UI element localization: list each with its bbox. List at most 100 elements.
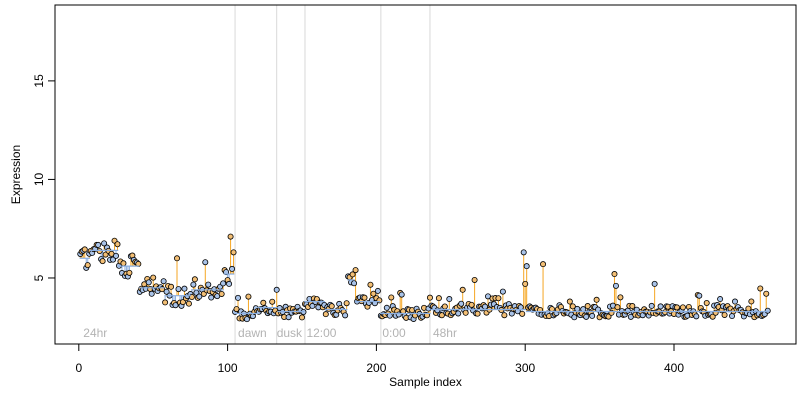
data-point-264	[468, 301, 475, 308]
data-point-74	[185, 300, 192, 307]
x-tick-label-300: 300	[515, 361, 535, 375]
data-point-431	[717, 296, 724, 303]
data-point-180	[343, 300, 350, 307]
data-point-6	[84, 262, 91, 269]
point-layer	[77, 233, 771, 323]
group-label-4: 0:00	[382, 326, 406, 340]
group-label-0: 24hr	[83, 326, 107, 340]
data-point-13	[95, 241, 102, 248]
data-point-298	[519, 310, 526, 317]
data-point-362	[614, 304, 621, 311]
data-point-114	[245, 293, 252, 300]
data-point-192	[361, 294, 368, 301]
data-point-242	[435, 295, 442, 302]
data-point-361	[612, 282, 619, 289]
data-point-201	[374, 287, 381, 294]
data-point-65	[172, 302, 179, 309]
data-point-150	[298, 314, 305, 321]
data-point-50	[150, 274, 157, 281]
data-point-71	[181, 285, 188, 292]
data-point-260	[462, 309, 469, 316]
data-point-67	[175, 286, 182, 293]
data-point-333	[571, 314, 578, 321]
data-point-426	[709, 313, 716, 320]
data-point-16	[99, 258, 106, 265]
data-point-130	[269, 298, 276, 305]
data-point-124	[260, 299, 267, 306]
data-point-452	[748, 298, 755, 305]
data-point-25	[113, 252, 120, 259]
data-point-462	[763, 290, 770, 297]
data-point-301	[523, 263, 530, 270]
data-point-103	[229, 265, 236, 272]
data-point-62	[168, 283, 175, 290]
data-point-89	[208, 294, 215, 301]
x-tick-label-400: 400	[664, 361, 684, 375]
data-point-266	[471, 276, 478, 283]
data-point-345	[589, 312, 596, 319]
data-point-458	[757, 285, 764, 292]
group-label-5: 48hr	[433, 326, 457, 340]
data-point-101	[226, 280, 233, 287]
data-point-26	[114, 241, 121, 248]
data-point-34	[126, 269, 133, 276]
data-point-387	[651, 280, 658, 287]
data-point-342	[584, 303, 591, 310]
y-tick-label-15: 15	[32, 74, 46, 88]
data-point-236	[426, 294, 433, 301]
data-point-97	[220, 280, 227, 287]
data-point-113	[243, 316, 250, 323]
data-point-434	[721, 311, 728, 318]
data-point-185	[351, 280, 358, 287]
data-point-422	[703, 299, 710, 306]
data-point-85	[202, 259, 209, 266]
group-label-2: dusk	[277, 326, 303, 340]
data-point-157	[309, 302, 316, 309]
data-point-210	[388, 294, 395, 301]
data-point-104	[230, 249, 237, 256]
group-label-1: dawn	[238, 326, 267, 340]
data-point-207	[383, 304, 390, 311]
data-point-14	[96, 248, 103, 255]
data-point-406	[679, 304, 686, 311]
data-point-385	[648, 302, 655, 309]
data-point-364	[617, 294, 624, 301]
data-point-30	[120, 260, 127, 267]
data-point-335	[574, 305, 581, 312]
data-point-257	[458, 300, 465, 307]
data-point-299	[520, 249, 527, 256]
data-point-96	[218, 290, 225, 297]
data-point-268	[474, 310, 481, 317]
data-point-330	[566, 298, 573, 305]
data-point-249	[446, 296, 453, 303]
data-point-196	[367, 281, 374, 288]
data-point-87	[205, 281, 212, 288]
data-point-184	[349, 271, 356, 278]
data-point-99	[223, 269, 230, 276]
y-tick-label-5: 5	[32, 274, 46, 281]
x-axis-title: Sample index	[389, 375, 462, 389]
data-point-170	[328, 303, 335, 310]
x-tick-label-200: 200	[366, 361, 386, 375]
x-tick-label-100: 100	[218, 361, 238, 375]
y-tick-label-10: 10	[32, 172, 46, 186]
group-label-3: 12:00	[306, 326, 336, 340]
data-point-300	[522, 280, 529, 287]
data-point-4	[81, 246, 88, 253]
data-point-356	[605, 313, 612, 320]
data-point-246	[441, 303, 448, 310]
data-point-198	[370, 290, 377, 297]
data-point-217	[398, 291, 405, 298]
data-point-372	[629, 303, 636, 310]
data-point-450	[745, 305, 752, 312]
data-point-77	[190, 281, 197, 288]
data-point-360	[611, 271, 618, 278]
data-point-59	[163, 288, 170, 295]
data-point-179	[342, 312, 349, 319]
data-point-441	[731, 298, 738, 305]
data-point-255	[455, 310, 462, 317]
data-point-402	[673, 304, 680, 311]
data-point-312	[540, 261, 547, 268]
data-point-58	[162, 299, 169, 306]
